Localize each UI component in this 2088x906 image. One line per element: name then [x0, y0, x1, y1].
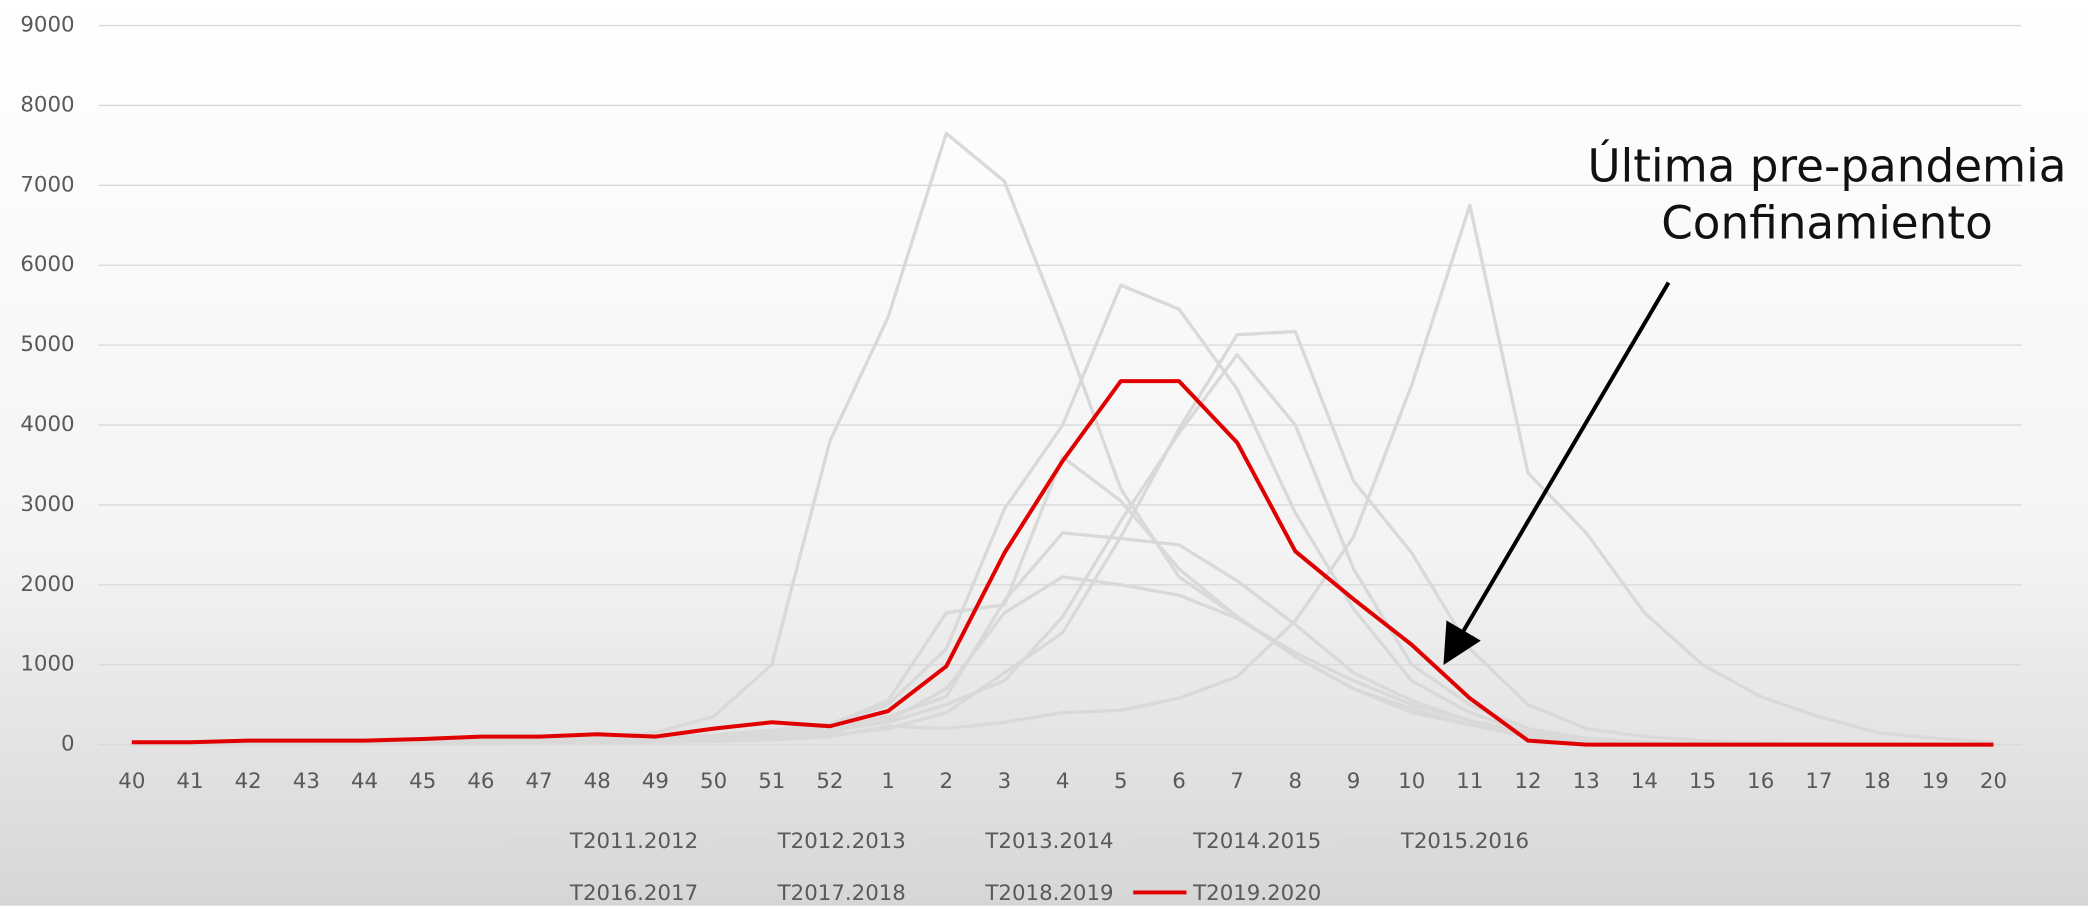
series-line	[131, 379, 1994, 747]
y-tick-label: 1000	[20, 652, 74, 677]
x-tick-label: 43	[293, 769, 320, 794]
legend-label: T2013.2014	[984, 829, 1113, 854]
x-tick-label: 50	[700, 769, 727, 794]
x-tick-label: 2	[940, 769, 954, 794]
x-tick-label: 51	[758, 769, 785, 794]
x-tick-label: 45	[409, 769, 436, 794]
x-tick-label: 3	[998, 769, 1012, 794]
annotation: Última pre-pandemia	[1588, 139, 2067, 192]
x-tick-label: 18	[1864, 769, 1891, 794]
x-tick-label: 41	[176, 769, 203, 794]
legend-label: T2011.2012	[569, 829, 698, 854]
y-tick-label: 0	[61, 732, 75, 757]
x-tick-label: 15	[1689, 769, 1716, 794]
x-tick-label: 42	[235, 769, 262, 794]
x-tick-label: 7	[1230, 769, 1244, 794]
y-tick-label: 6000	[20, 252, 74, 277]
legend-label: T2014.2015	[1192, 829, 1321, 854]
x-tick-label: 20	[1980, 769, 2007, 794]
x-tick-label: 9	[1347, 769, 1361, 794]
x-tick-label: 44	[351, 769, 378, 794]
x-tick-label: 14	[1631, 769, 1658, 794]
x-tick-label: 6	[1172, 769, 1186, 794]
legend-label: T2019.2020	[1192, 881, 1321, 906]
x-tick-label: 52	[816, 769, 843, 794]
x-tick-label: 4	[1056, 769, 1070, 794]
x-tick-label: 1	[881, 769, 895, 794]
x-tick-label: 11	[1456, 769, 1483, 794]
legend-label: T2018.2019	[984, 881, 1113, 906]
x-tick-label: 19	[1922, 769, 1949, 794]
y-tick-label: 3000	[20, 492, 74, 517]
y-tick-label: 8000	[20, 92, 74, 117]
arrow	[1443, 281, 1671, 665]
annotation: Confinamiento	[1661, 197, 1993, 250]
x-tick-label: 12	[1514, 769, 1541, 794]
x-tick-label: 40	[118, 769, 145, 794]
x-tick-label: 10	[1398, 769, 1425, 794]
y-tick-label: 9000	[20, 13, 74, 38]
x-tick-label: 16	[1747, 769, 1774, 794]
x-tick-label: 49	[642, 769, 669, 794]
legend-label: T2015.2016	[1400, 829, 1529, 854]
y-tick-label: 5000	[20, 332, 74, 357]
x-tick-label: 48	[584, 769, 611, 794]
y-tick-label: 7000	[20, 172, 74, 197]
x-tick-label: 46	[467, 769, 494, 794]
x-tick-label: 8	[1289, 769, 1303, 794]
x-tick-label: 13	[1573, 769, 1600, 794]
x-tick-label: 47	[526, 769, 553, 794]
y-tick-label: 2000	[20, 572, 74, 597]
legend-label: T2016.2017	[569, 881, 698, 906]
x-tick-label: 17	[1805, 769, 1832, 794]
legend-label: T2017.2018	[777, 881, 906, 906]
x-tick-label: 5	[1114, 769, 1128, 794]
legend-label: T2012.2013	[777, 829, 906, 854]
y-tick-label: 4000	[20, 412, 74, 437]
